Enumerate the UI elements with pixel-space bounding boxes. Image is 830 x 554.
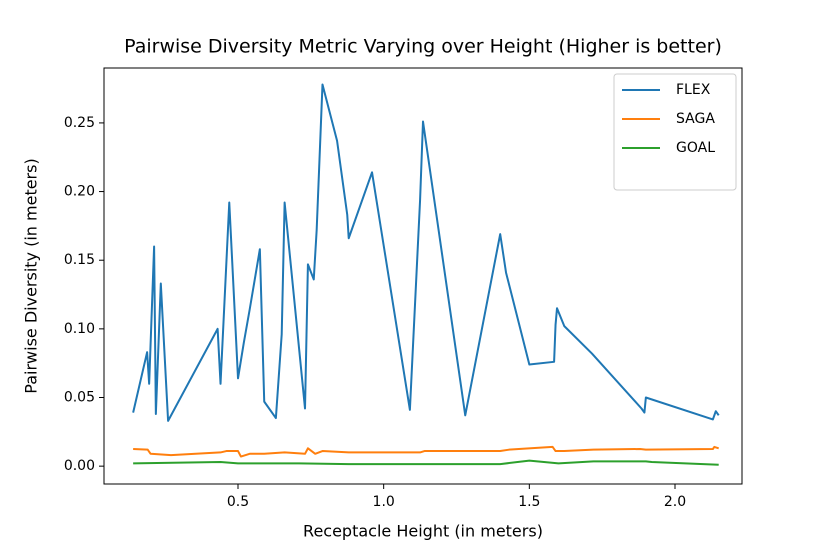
legend-label: FLEX: [676, 82, 711, 98]
y-tick-label: 0.20: [64, 184, 95, 200]
x-tick-label: 1.5: [518, 494, 540, 510]
line-series: [133, 459, 719, 466]
x-tick-label: 0.5: [227, 494, 249, 510]
y-tick-label: 0.05: [64, 390, 95, 406]
legend-label: GOAL: [676, 140, 715, 156]
y-axis-label: Pairwise Diversity (in meters): [22, 158, 41, 393]
line-series: [133, 445, 719, 458]
y-tick-label: 0.25: [64, 115, 95, 131]
chart-title: Pairwise Diversity Metric Varying over H…: [124, 36, 722, 58]
x-tick-label: 2.0: [664, 494, 686, 510]
line-series: [132, 83, 720, 422]
y-tick-label: 0.15: [64, 252, 95, 268]
legend-box: [613, 73, 737, 191]
y-tick-label: 0.10: [64, 321, 95, 337]
x-tick-label: 1.0: [373, 494, 395, 510]
plot-frame: [103, 67, 743, 485]
legend-label: SAGA: [676, 111, 715, 127]
y-tick-label: 0.00: [64, 458, 95, 474]
x-axis-label: Receptacle Height (in meters): [303, 522, 543, 541]
